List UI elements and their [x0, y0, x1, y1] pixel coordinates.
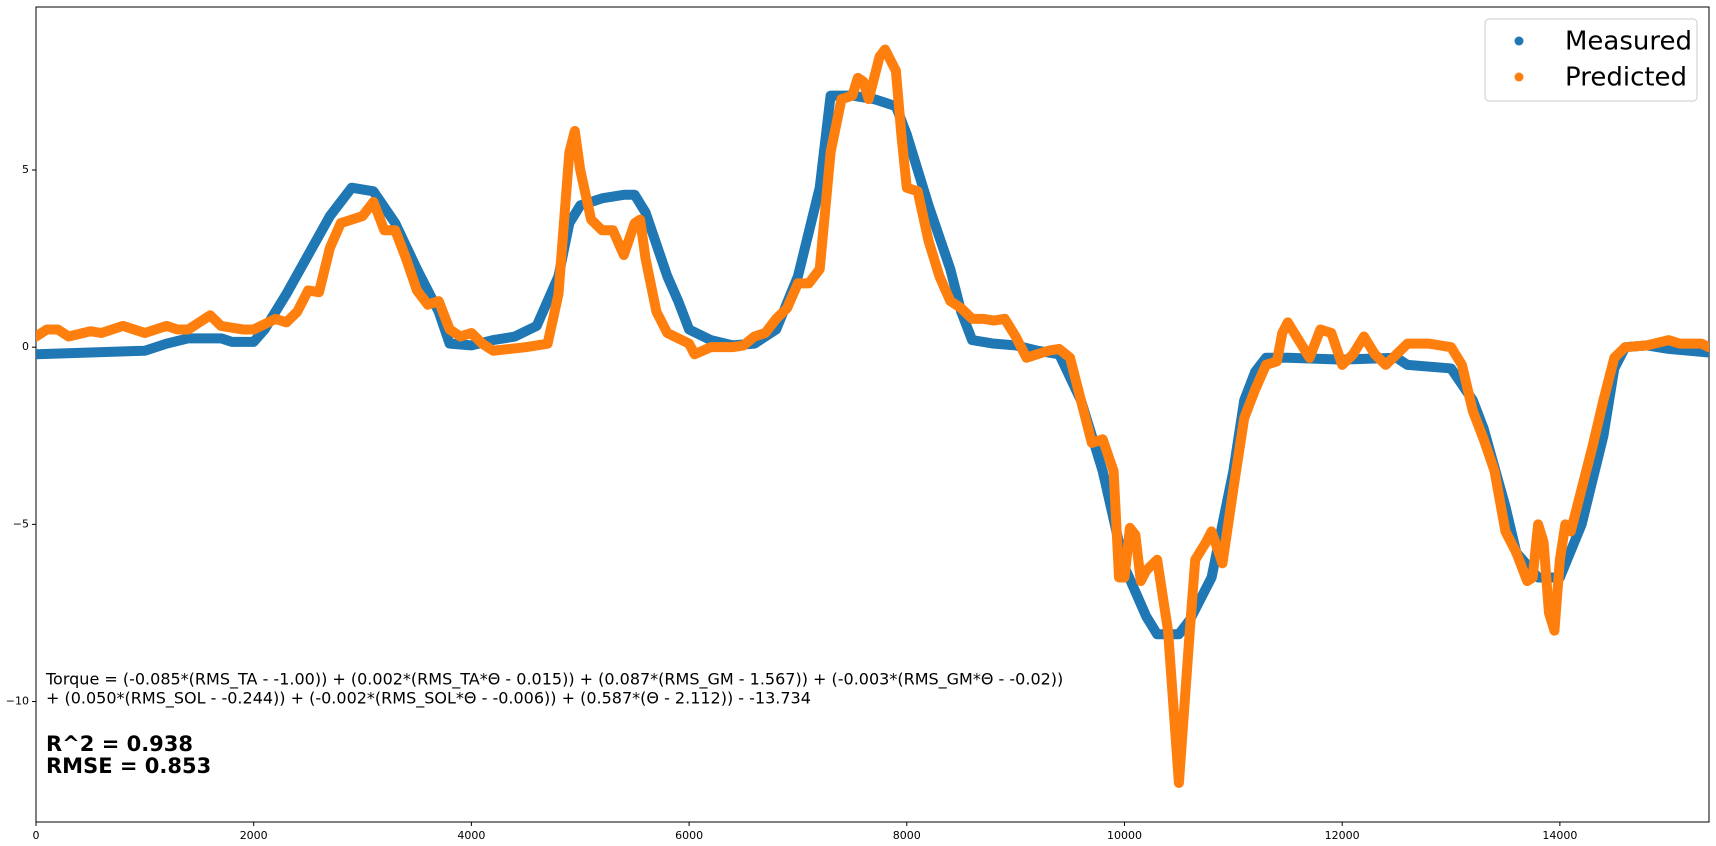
annotation: Torque = (-0.085*(RMS_TA - -1.00)) + (0.…	[45, 670, 1063, 690]
annotation: RMSE = 0.853	[46, 754, 211, 778]
x-tick-label: 2000	[240, 829, 268, 842]
legend-marker	[1514, 36, 1524, 46]
plot-frame	[35, 6, 1710, 823]
x-tick-label: 0	[33, 829, 40, 842]
plot-area	[36, 44, 1709, 789]
legend-marker	[1514, 72, 1524, 82]
y-tick-label: −10	[6, 695, 29, 708]
x-tick-label: 10000	[1107, 829, 1142, 842]
series-line	[36, 90, 1709, 640]
x-tick-label: 14000	[1542, 829, 1577, 842]
legend-label: Predicted	[1565, 63, 1687, 93]
annotation: + (0.050*(RMS_SOL - -0.244)) + (-0.002*(…	[46, 689, 811, 709]
y-tick-label: 5	[22, 163, 29, 176]
series-line	[36, 44, 1709, 789]
y-tick-label: 0	[22, 340, 29, 353]
legend-box	[1484, 18, 1698, 102]
x-tick-label: 4000	[457, 829, 485, 842]
x-tick-label: 12000	[1325, 829, 1360, 842]
legend-label: Measured	[1565, 27, 1692, 57]
x-tick-label: 8000	[893, 829, 921, 842]
y-tick-label: −5	[13, 517, 29, 530]
x-tick-label: 6000	[675, 829, 703, 842]
annotation: R^2 = 0.938	[46, 732, 193, 756]
